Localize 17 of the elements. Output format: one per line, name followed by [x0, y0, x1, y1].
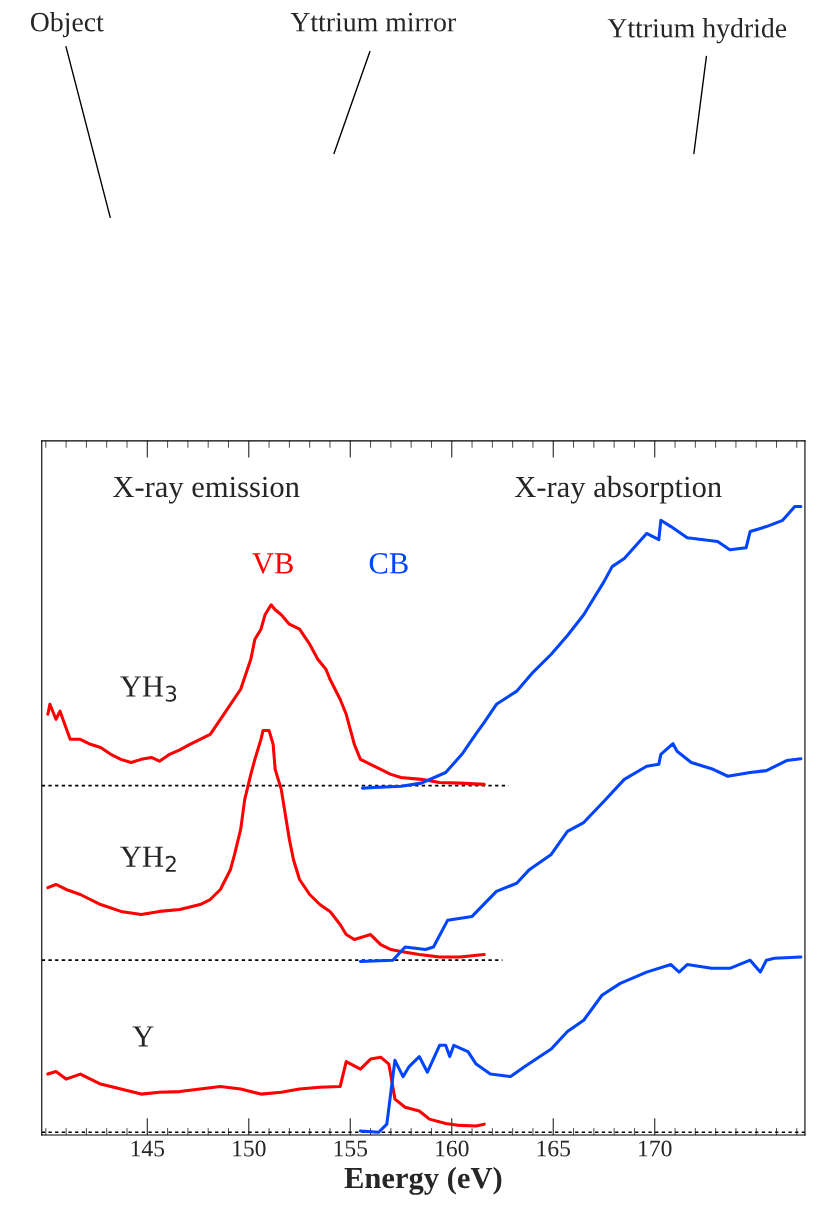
x-axis-title: Energy (eV): [344, 1166, 502, 1195]
text: X-ray emission: [113, 476, 300, 504]
annotation: YH$_{2}$: [120, 846, 176, 872]
x-tick-label: 170: [639, 1140, 672, 1157]
x-tick-label: 150: [233, 1140, 266, 1157]
series-label: VB: [252, 553, 293, 574]
annotation: Y: [132, 1026, 154, 1047]
text: Yttrium hydride: [607, 18, 787, 44]
x-tick-label: 155: [334, 1140, 368, 1157]
x-tick-label: 145: [131, 1140, 165, 1157]
text: Object: [30, 11, 104, 38]
x-tick-label: 165: [537, 1140, 571, 1157]
text: X-ray absorption: [514, 475, 722, 504]
text: CB: [369, 553, 408, 574]
x-tick-label: 160: [436, 1140, 469, 1157]
annotation: YH$_{3}$: [120, 676, 177, 702]
text: Yttrium mirror: [290, 12, 456, 32]
